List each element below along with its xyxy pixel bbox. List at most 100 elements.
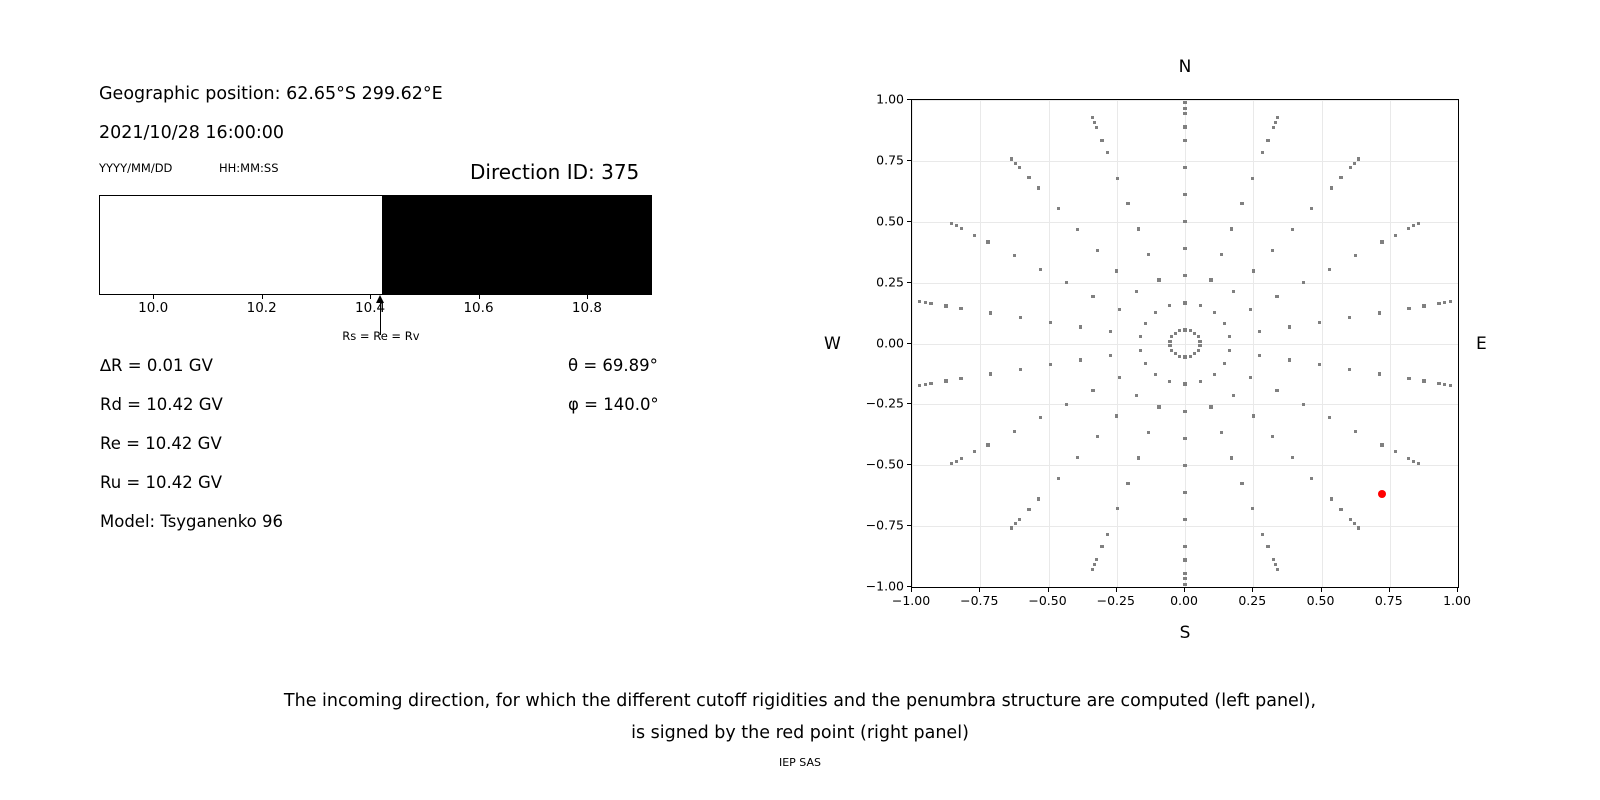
scatter-point: [954, 459, 959, 463]
y-tick-label: −1.00: [865, 578, 904, 594]
scatter-point: [1065, 281, 1069, 285]
scatter-point: [1275, 389, 1279, 393]
gridline: [1458, 100, 1459, 587]
scatter-point: [1222, 362, 1226, 366]
scatter-point: [1168, 344, 1172, 348]
gridline: [912, 160, 1458, 162]
scatter-point: [1449, 300, 1453, 304]
scatter-point: [1183, 544, 1187, 548]
scatter-point: [1138, 348, 1142, 353]
scatter-point: [1157, 278, 1161, 282]
scatter-point: [1105, 151, 1109, 155]
scatter-point: [1198, 339, 1202, 343]
y-tick: [907, 525, 911, 527]
scatter-point: [960, 456, 964, 461]
scatter-point: [1048, 320, 1053, 324]
scatter-point: [1251, 414, 1255, 418]
scatter-point: [1271, 125, 1275, 129]
scatter-point: [1310, 476, 1314, 480]
scatter-point: [1183, 138, 1187, 143]
scatter-point: [1287, 325, 1292, 329]
scatter-point: [1198, 303, 1203, 307]
scatter-point: [1144, 321, 1148, 325]
scatter-point: [1212, 310, 1216, 314]
direction-sky-map: [911, 99, 1459, 588]
scatter-point: [1339, 507, 1343, 511]
x-tick-label: −0.75: [960, 593, 999, 608]
scatter-point: [1437, 301, 1441, 306]
scatter-point: [1076, 455, 1080, 460]
scatter-point: [1183, 125, 1187, 129]
x-tick-label: 0.25: [1238, 593, 1267, 608]
x-tick-label: −1.00: [891, 593, 931, 608]
scatter-point: [1017, 165, 1021, 169]
scatter-point: [1219, 252, 1223, 257]
scatter-point: [1019, 367, 1023, 371]
penumbra-tick-label: 10.4: [355, 300, 386, 316]
scatter-point: [1117, 308, 1121, 312]
scatter-point: [923, 301, 927, 305]
selected-direction-point[interactable]: [1377, 490, 1386, 499]
scatter-point: [1266, 545, 1270, 549]
x-tick: [1388, 588, 1390, 592]
penumbra-tick: [586, 295, 588, 299]
scatter-point: [1012, 253, 1016, 258]
scatter-point: [1356, 157, 1361, 161]
scatter-point: [1108, 353, 1112, 357]
scatter-point: [1183, 274, 1187, 278]
scatter-point: [1136, 227, 1140, 231]
x-tick: [1184, 588, 1185, 592]
scatter-point: [1091, 568, 1095, 572]
scatter-point: [1273, 120, 1277, 124]
scatter-point: [1240, 202, 1244, 206]
y-tick: [907, 281, 911, 283]
scatter-point: [1222, 321, 1226, 325]
scatter-point: [1117, 375, 1121, 379]
scatter-point: [944, 379, 948, 383]
scatter-point: [1377, 311, 1381, 315]
gridline: [912, 404, 1458, 406]
scatter-point: [1076, 227, 1080, 232]
penumbra-tick: [261, 295, 263, 299]
scatter-point: [1038, 267, 1043, 271]
scatter-point: [1230, 456, 1234, 460]
param-phi: φ = 140.0°: [568, 395, 659, 414]
x-tick: [1457, 588, 1458, 592]
scatter-point: [1100, 138, 1104, 142]
scatter-point: [1228, 334, 1232, 339]
scatter-point: [1317, 363, 1322, 367]
penumbra-tick: [370, 295, 372, 299]
scatter-point: [954, 224, 959, 228]
penumbra-bar-chart: [99, 195, 652, 295]
scatter-point: [1183, 220, 1187, 224]
scatter-point: [1310, 207, 1314, 211]
scatter-point: [1339, 176, 1343, 180]
y-tick-label: 1.00: [876, 91, 904, 107]
scatter-point: [1354, 253, 1358, 258]
scatter-point: [1108, 330, 1112, 334]
y-tick: [907, 220, 911, 222]
y-tick-label: 0.25: [876, 274, 904, 290]
scatter-point: [1183, 409, 1187, 413]
scatter-point: [949, 221, 953, 225]
compass-north-label: N: [1178, 57, 1192, 77]
figure-caption: The incoming direction, for which the di…: [0, 685, 1600, 749]
param-re: Re = 10.42 GV: [100, 434, 222, 453]
penumbra-tick: [153, 295, 155, 299]
scatter-point: [1115, 414, 1119, 418]
scatter-point: [1078, 358, 1083, 362]
scatter-point: [1183, 166, 1187, 170]
scatter-point: [1273, 563, 1277, 567]
scatter-point: [1327, 416, 1332, 420]
scatter-point: [1353, 522, 1357, 526]
compass-west-label: W: [824, 334, 841, 354]
date-format-hint: YYYY/MM/DD: [99, 161, 173, 175]
scatter-point: [1329, 497, 1333, 501]
gridline: [912, 526, 1458, 528]
scatter-point: [1188, 329, 1192, 333]
param-ru: Ru = 10.42 GV: [100, 473, 223, 492]
scatter-point: [1170, 348, 1174, 352]
scatter-point: [1393, 233, 1397, 237]
y-tick-label: 0.50: [876, 213, 904, 229]
gridline: [912, 100, 1458, 101]
